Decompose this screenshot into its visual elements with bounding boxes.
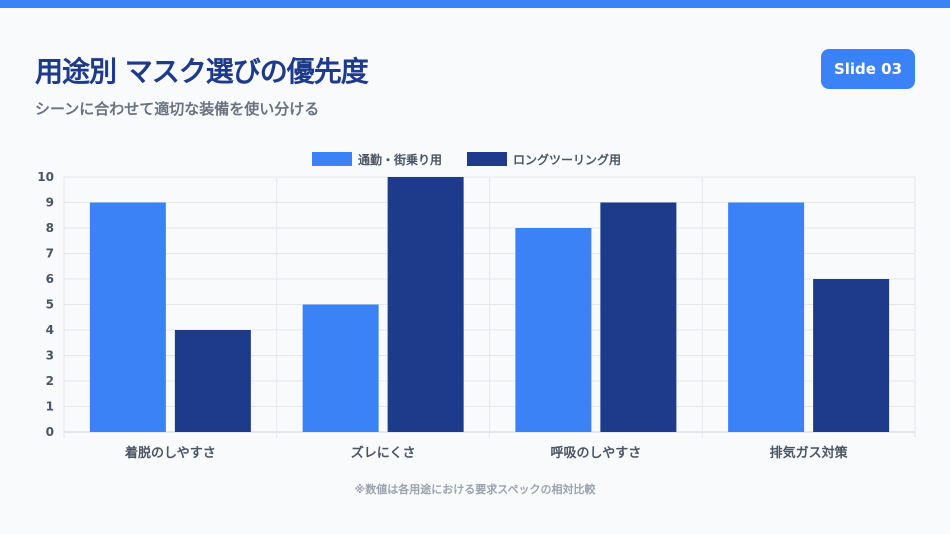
x-tick-label: 呼吸のしやすさ [550, 445, 641, 461]
legend-label: 通勤・街乗り用 [358, 152, 442, 167]
y-tick-label: 2 [46, 374, 54, 388]
bar-touring [174, 330, 251, 432]
x-tick-label: 着脱のしやすさ [124, 445, 216, 461]
y-tick-label: 8 [46, 221, 54, 235]
bar-touring [387, 177, 464, 432]
y-tick-label: 10 [37, 170, 54, 184]
legend-label: ロングツーリング用 [513, 152, 621, 167]
y-tick-label: 5 [46, 298, 54, 312]
y-tick-label: 6 [46, 272, 54, 286]
legend-swatch [312, 152, 352, 166]
y-tick-label: 3 [46, 349, 54, 363]
y-tick-label: 7 [46, 247, 54, 261]
y-tick-label: 0 [46, 425, 54, 439]
y-tick-label: 1 [46, 400, 54, 414]
bar-touring [600, 202, 677, 432]
legend-swatch [467, 152, 507, 166]
bar-commute [89, 202, 166, 432]
y-tick-label: 4 [46, 323, 54, 337]
bar-commute [302, 304, 379, 432]
page-title: 用途別 マスク選びの優先度 [35, 55, 369, 88]
top-accent-bar [0, 0, 950, 8]
x-tick-label: ズレにくさ [351, 445, 416, 461]
bar-touring [813, 279, 890, 432]
bar-commute [728, 202, 805, 432]
y-tick-label: 9 [46, 196, 54, 210]
page-subtitle: シーンに合わせて適切な装備を使い分ける [35, 100, 320, 118]
footnote: ※数値は各用途における要求スペックの相対比較 [354, 483, 596, 496]
slide-badge: Slide 03 [821, 49, 915, 89]
bar-commute [515, 228, 592, 432]
x-tick-label: 排気ガス対策 [770, 445, 849, 461]
